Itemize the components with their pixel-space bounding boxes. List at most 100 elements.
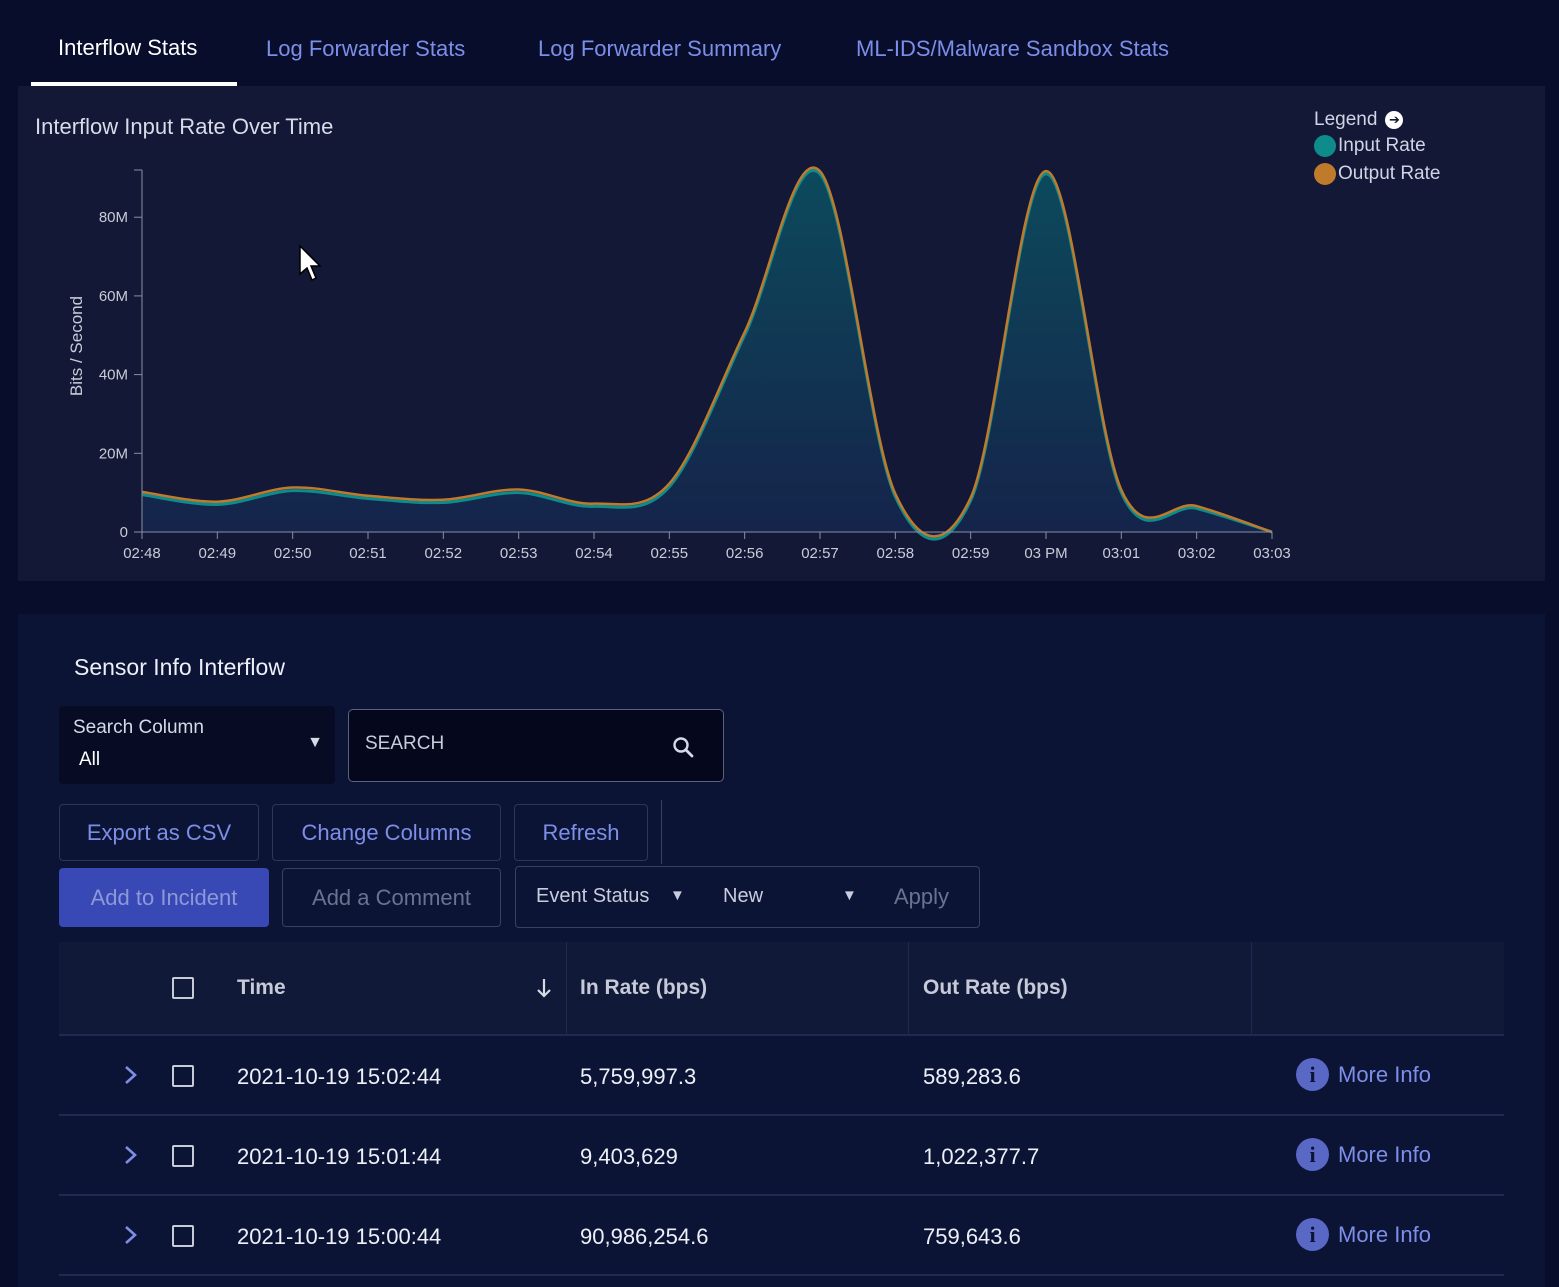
legend-item-input-rate[interactable]: Input Rate bbox=[1314, 132, 1440, 160]
cell-out-rate: 759,643.6 bbox=[923, 1224, 1021, 1249]
tab-interflow-stats[interactable]: Interflow Stats bbox=[58, 35, 198, 60]
search-icon[interactable] bbox=[671, 735, 695, 759]
x-tick-label: 02:53 bbox=[500, 545, 538, 562]
legend-item-output-rate[interactable]: Output Rate bbox=[1314, 160, 1440, 188]
caret-down-icon[interactable]: ▼ bbox=[842, 887, 857, 904]
more-info-link[interactable]: i More Info bbox=[1296, 1138, 1431, 1171]
legend-swatch-input bbox=[1314, 135, 1336, 157]
cell-time: 2021-10-19 15:01:44 bbox=[237, 1144, 442, 1169]
row-checkbox[interactable] bbox=[172, 1065, 194, 1087]
sensor-table: Time In Rate (bps) Out Rate (bps) 2021-1… bbox=[59, 942, 1504, 1276]
y-tick-label: 40M bbox=[99, 367, 128, 384]
table-row[interactable]: 2021-10-19 15:02:44 5,759,997.3 589,283.… bbox=[59, 1036, 1504, 1116]
chevron-right-icon[interactable] bbox=[123, 1222, 139, 1248]
y-tick-label: 0 bbox=[120, 524, 128, 541]
x-tick-label: 02:57 bbox=[801, 545, 839, 562]
info-icon: i bbox=[1296, 1058, 1329, 1091]
x-tick-label: 03:02 bbox=[1178, 545, 1216, 562]
event-status-group: Event Status ▼ New ▼ Apply bbox=[515, 866, 980, 928]
series-line-output-rate bbox=[141, 166, 1273, 538]
toolbar-divider bbox=[661, 800, 662, 864]
refresh-button[interactable]: Refresh bbox=[514, 804, 648, 861]
x-tick-label: 03:01 bbox=[1103, 545, 1141, 562]
x-tick-label: 02:59 bbox=[952, 545, 990, 562]
panel-title: Sensor Info Interflow bbox=[74, 654, 285, 680]
column-header-in-rate[interactable]: In Rate (bps) bbox=[580, 976, 708, 999]
caret-down-icon[interactable]: ▼ bbox=[670, 887, 685, 904]
table-header: Time In Rate (bps) Out Rate (bps) bbox=[59, 942, 1504, 1036]
table-row[interactable]: 2021-10-19 15:01:44 9,403,629 1,022,377.… bbox=[59, 1116, 1504, 1196]
add-to-incident-button[interactable]: Add to Incident bbox=[59, 868, 269, 927]
x-tick-label: 02:58 bbox=[877, 545, 915, 562]
chart-area-fill bbox=[142, 167, 1272, 537]
change-columns-button[interactable]: Change Columns bbox=[272, 804, 501, 861]
event-status-value[interactable]: New bbox=[723, 885, 764, 907]
arrow-right-icon[interactable]: ➔ bbox=[1385, 111, 1404, 129]
apply-button[interactable]: Apply bbox=[894, 884, 950, 909]
y-tick-label: 20M bbox=[99, 445, 128, 462]
chart-panel: 0 20M 40M 60M 80M 02:48 02:49 02:50 02:51 02:52 02… bbox=[18, 86, 1545, 581]
row-checkbox[interactable] bbox=[172, 1145, 194, 1167]
legend-title: Legend bbox=[1314, 109, 1378, 130]
more-info-label: More Info bbox=[1338, 1221, 1431, 1247]
chart-title: Interflow Input Rate Over Time bbox=[35, 114, 334, 139]
cell-in-rate: 90,986,254.6 bbox=[580, 1224, 709, 1249]
search-box[interactable] bbox=[348, 709, 724, 782]
x-tick-label: 02:56 bbox=[726, 545, 764, 562]
y-tick-label: 80M bbox=[99, 209, 128, 226]
cell-time: 2021-10-19 15:00:44 bbox=[237, 1224, 442, 1249]
x-tick-label: 02:49 bbox=[199, 545, 237, 562]
tab-log-forwarder-summary[interactable]: Log Forwarder Summary bbox=[538, 36, 782, 61]
select-all-checkbox[interactable] bbox=[172, 977, 194, 999]
active-tab-indicator bbox=[31, 82, 237, 86]
x-tick-label: 03 PM bbox=[1024, 545, 1067, 562]
legend-label-input: Input Rate bbox=[1338, 135, 1426, 156]
table-row[interactable]: 2021-10-19 15:00:44 90,986,254.6 759,643… bbox=[59, 1196, 1504, 1276]
column-divider bbox=[566, 942, 567, 1034]
x-tick-label: 02:48 bbox=[123, 545, 161, 562]
chevron-right-icon[interactable] bbox=[123, 1142, 139, 1168]
column-header-out-rate[interactable]: Out Rate (bps) bbox=[923, 976, 1068, 999]
column-header-time[interactable]: Time bbox=[237, 976, 286, 999]
y-axis-label: Bits / Second bbox=[67, 296, 86, 396]
sort-descending-icon[interactable] bbox=[535, 976, 553, 1000]
tab-ml-ids-malware-sandbox-stats[interactable]: ML-IDS/Malware Sandbox Stats bbox=[856, 36, 1170, 61]
chevron-right-icon[interactable] bbox=[123, 1062, 139, 1088]
x-tick-label: 02:55 bbox=[651, 545, 689, 562]
y-tick-label: 60M bbox=[99, 288, 128, 305]
add-comment-button[interactable]: Add a Comment bbox=[282, 868, 501, 927]
info-icon: i bbox=[1296, 1218, 1329, 1251]
export-csv-button[interactable]: Export as CSV bbox=[59, 804, 259, 861]
cell-time: 2021-10-19 15:02:44 bbox=[237, 1064, 442, 1089]
table-panel: Sensor Info Interflow Search Column All … bbox=[18, 614, 1545, 1287]
caret-down-icon: ▼ bbox=[307, 734, 323, 751]
x-tick-label: 02:50 bbox=[274, 545, 312, 562]
x-tick-label: 03:03 bbox=[1253, 545, 1291, 562]
search-column-label: Search Column bbox=[73, 717, 204, 738]
rate-chart: 0 20M 40M 60M 80M 02:48 02:49 02:50 02:51 02:52 02… bbox=[67, 166, 1291, 562]
search-input[interactable] bbox=[363, 732, 667, 756]
info-icon: i bbox=[1296, 1138, 1329, 1171]
search-column-value: All bbox=[79, 749, 101, 770]
cell-out-rate: 589,283.6 bbox=[923, 1064, 1021, 1089]
more-info-link[interactable]: i More Info bbox=[1296, 1058, 1431, 1091]
event-status-label[interactable]: Event Status bbox=[536, 885, 650, 907]
cell-in-rate: 9,403,629 bbox=[580, 1144, 678, 1169]
tab-log-forwarder-stats[interactable]: Log Forwarder Stats bbox=[266, 36, 466, 61]
legend-swatch-output bbox=[1314, 163, 1336, 185]
row-checkbox[interactable] bbox=[172, 1225, 194, 1247]
more-info-link[interactable]: i More Info bbox=[1296, 1218, 1431, 1251]
column-divider bbox=[908, 942, 909, 1034]
legend-label-output: Output Rate bbox=[1338, 163, 1441, 184]
more-info-label: More Info bbox=[1338, 1061, 1431, 1087]
x-tick-label: 02:52 bbox=[425, 545, 463, 562]
x-tick-label: 02:54 bbox=[575, 545, 613, 562]
search-column-select[interactable]: Search Column All ▼ bbox=[59, 706, 335, 784]
legend-header[interactable]: Legend ➔ bbox=[1314, 108, 1440, 132]
tab-bar: Interflow Stats Log Forwarder Stats Log … bbox=[0, 0, 1559, 86]
cell-in-rate: 5,759,997.3 bbox=[580, 1064, 697, 1089]
more-info-label: More Info bbox=[1338, 1141, 1431, 1167]
chart-legend: Legend ➔ Input Rate Output Rate bbox=[1314, 108, 1440, 188]
column-divider bbox=[1251, 942, 1252, 1034]
x-tick-label: 02:51 bbox=[349, 545, 387, 562]
